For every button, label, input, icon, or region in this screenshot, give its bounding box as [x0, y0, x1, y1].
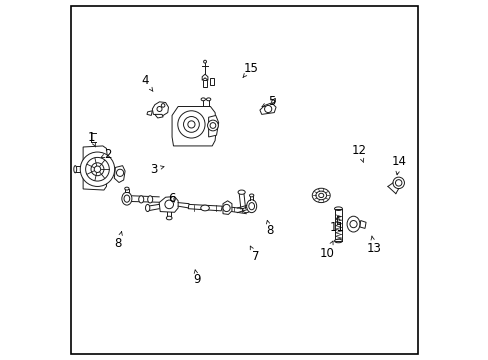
- Polygon shape: [159, 197, 178, 212]
- Circle shape: [207, 120, 218, 131]
- Polygon shape: [83, 146, 108, 190]
- Ellipse shape: [201, 98, 205, 101]
- Polygon shape: [155, 114, 163, 118]
- Polygon shape: [172, 107, 216, 146]
- Circle shape: [157, 107, 162, 112]
- Circle shape: [223, 204, 230, 212]
- Ellipse shape: [334, 239, 342, 243]
- Ellipse shape: [166, 216, 172, 220]
- Ellipse shape: [145, 204, 149, 212]
- Ellipse shape: [249, 194, 253, 197]
- Polygon shape: [152, 102, 168, 116]
- Text: 6: 6: [168, 192, 176, 205]
- Circle shape: [80, 152, 115, 186]
- Circle shape: [349, 221, 356, 228]
- Circle shape: [161, 104, 164, 107]
- Circle shape: [210, 123, 215, 129]
- Polygon shape: [260, 103, 276, 114]
- Text: 8: 8: [265, 220, 273, 237]
- Circle shape: [395, 180, 401, 186]
- Ellipse shape: [246, 200, 256, 213]
- Ellipse shape: [238, 190, 244, 194]
- Circle shape: [203, 60, 206, 63]
- Polygon shape: [188, 204, 222, 211]
- Text: 9: 9: [193, 270, 201, 286]
- Ellipse shape: [346, 216, 359, 232]
- Ellipse shape: [124, 195, 129, 202]
- Ellipse shape: [74, 166, 77, 173]
- Ellipse shape: [312, 188, 329, 203]
- Circle shape: [94, 166, 101, 172]
- Circle shape: [187, 121, 195, 128]
- Polygon shape: [210, 78, 214, 85]
- Ellipse shape: [124, 187, 129, 190]
- Ellipse shape: [242, 208, 249, 213]
- Circle shape: [178, 111, 204, 138]
- Polygon shape: [208, 116, 218, 137]
- Text: 12: 12: [351, 144, 366, 162]
- Circle shape: [183, 117, 199, 132]
- Ellipse shape: [334, 207, 342, 211]
- Ellipse shape: [315, 191, 326, 200]
- Text: 10: 10: [319, 241, 334, 260]
- Ellipse shape: [147, 196, 152, 203]
- Text: 3: 3: [150, 163, 163, 176]
- Circle shape: [164, 200, 173, 209]
- Text: 14: 14: [391, 155, 406, 175]
- Polygon shape: [223, 201, 231, 215]
- Polygon shape: [334, 209, 342, 241]
- Circle shape: [91, 163, 104, 176]
- Polygon shape: [125, 189, 128, 192]
- Text: 1: 1: [87, 131, 96, 147]
- Polygon shape: [147, 111, 152, 116]
- Ellipse shape: [139, 196, 143, 203]
- Circle shape: [264, 105, 271, 113]
- Polygon shape: [271, 98, 275, 104]
- Polygon shape: [202, 74, 207, 80]
- Polygon shape: [114, 166, 125, 183]
- Text: 4: 4: [141, 74, 153, 91]
- Text: 11: 11: [329, 217, 344, 234]
- Text: 8: 8: [114, 231, 122, 250]
- Polygon shape: [359, 221, 366, 228]
- Ellipse shape: [318, 193, 323, 198]
- Circle shape: [85, 157, 109, 181]
- Ellipse shape: [248, 203, 254, 210]
- Text: 13: 13: [366, 236, 381, 255]
- Ellipse shape: [122, 192, 132, 205]
- Circle shape: [392, 177, 404, 189]
- Polygon shape: [203, 80, 207, 87]
- Text: 2: 2: [101, 148, 112, 161]
- Text: 7: 7: [250, 246, 259, 262]
- Circle shape: [116, 169, 123, 176]
- Text: 5: 5: [262, 95, 275, 108]
- Ellipse shape: [201, 205, 209, 211]
- Text: 15: 15: [243, 62, 258, 77]
- Ellipse shape: [206, 98, 210, 101]
